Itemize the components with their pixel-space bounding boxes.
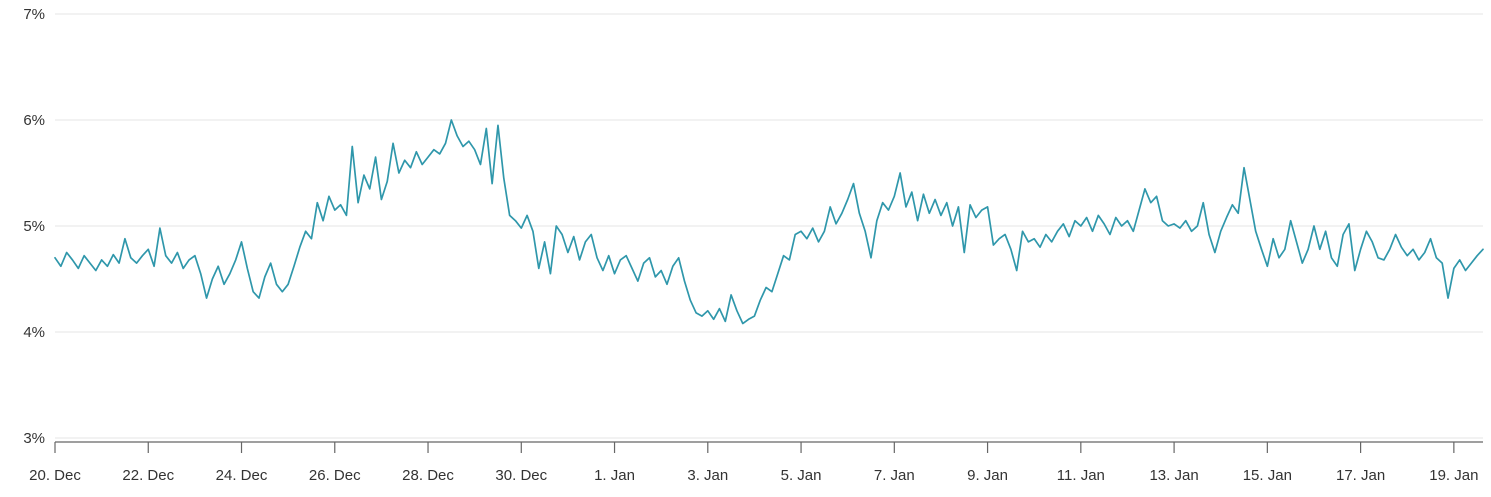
x-axis-label: 24. Dec — [216, 467, 268, 484]
y-axis-label: 6% — [23, 112, 45, 129]
x-axis-label: 22. Dec — [122, 467, 174, 484]
x-axis-label: 28. Dec — [402, 467, 454, 484]
x-axis-label: 30. Dec — [495, 467, 547, 484]
x-axis-label: 26. Dec — [309, 467, 361, 484]
x-axis-label: 17. Jan — [1336, 467, 1385, 484]
y-axis-label: 5% — [23, 218, 45, 235]
x-axis-label: 13. Jan — [1149, 467, 1198, 484]
y-axis-label: 4% — [23, 324, 45, 341]
x-axis-label: 20. Dec — [29, 467, 81, 484]
x-axis-label: 1. Jan — [594, 467, 635, 484]
y-axis-label: 3% — [23, 430, 45, 447]
x-axis-label: 9. Jan — [967, 467, 1008, 484]
x-axis-label: 7. Jan — [874, 467, 915, 484]
x-axis-label: 3. Jan — [687, 467, 728, 484]
series-line — [54, 119, 1484, 325]
x-axis-label: 15. Jan — [1243, 467, 1292, 484]
x-axis-label: 5. Jan — [781, 467, 822, 484]
x-axis-label: 19. Jan — [1429, 467, 1478, 484]
x-axis-label: 11. Jan — [1057, 467, 1105, 484]
y-axis-label: 7% — [23, 6, 45, 23]
